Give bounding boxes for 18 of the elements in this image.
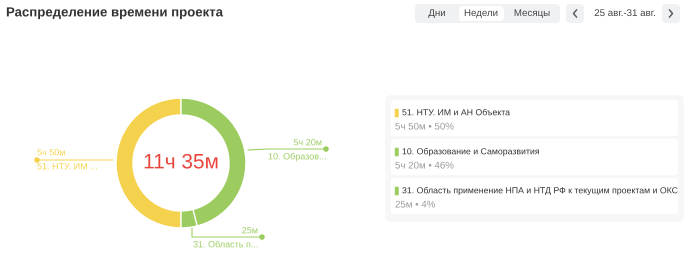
text: Недели <box>464 9 498 18</box>
legend-label: 51. НТУ. ИМ и АН Объекта <box>402 108 510 116</box>
text: 31. Область п... <box>193 240 258 248</box>
text: 5ч 20м • 46% <box>395 162 454 169</box>
text: Дни <box>428 9 446 18</box>
text: 51. НТУ. ИМ ... <box>37 163 97 170</box>
legend-label: 10. Образование и Саморазвития <box>402 148 539 156</box>
text: 5ч 50м • 50% <box>395 122 454 130</box>
text: 25 авг.-31 авг. <box>594 9 655 16</box>
text: Месяцы <box>514 9 550 18</box>
text: 11ч 35м <box>144 154 218 169</box>
text: 5ч 20м <box>294 139 322 146</box>
chart-title: Распределение времени проекта <box>6 7 224 20</box>
legend-label: 31. Область применение НПА и НТД РФ к текущим проектам и ОКС <box>402 186 678 196</box>
text: 5ч 50м <box>37 149 65 156</box>
text: 25м • 4% <box>395 200 436 208</box>
text: 10. Образов... <box>268 152 326 162</box>
text: 25м <box>242 227 258 234</box>
